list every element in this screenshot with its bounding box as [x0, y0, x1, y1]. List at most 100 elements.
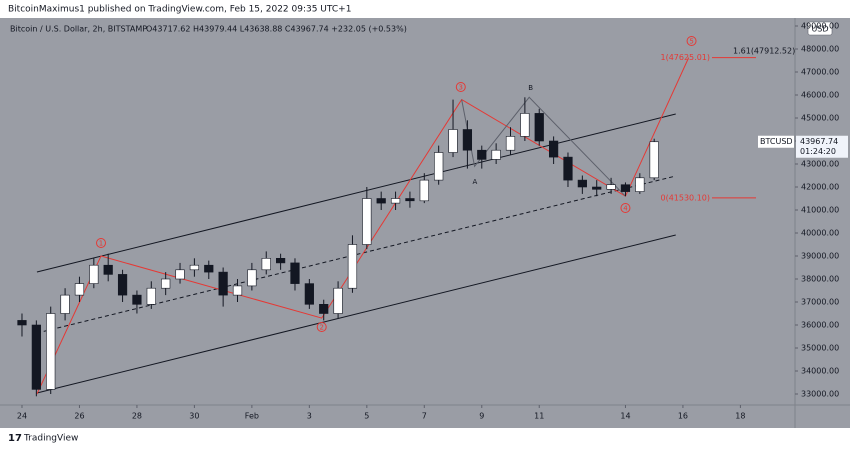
candle-body: [520, 113, 530, 137]
drawing-line: [36, 175, 676, 334]
y-tick-label: 46000.00: [801, 91, 839, 100]
candle-body: [31, 324, 41, 390]
candle-body: [189, 264, 200, 271]
candle-body: [434, 152, 444, 181]
candle-body: [419, 179, 429, 202]
candle-body: [232, 285, 243, 296]
y-tick-label: 42000.00: [801, 183, 839, 192]
candle-body: [477, 149, 487, 160]
candle-body: [60, 294, 70, 314]
x-tick-label: 30: [189, 412, 199, 421]
candle-body: [362, 198, 372, 245]
x-tick-label: 9: [479, 412, 484, 421]
x-tick-label: 11: [534, 412, 544, 421]
candle-body: [175, 269, 185, 280]
wave-label: 3: [459, 84, 463, 92]
candle-body: [620, 184, 631, 192]
wave-label: 5: [689, 38, 693, 46]
y-tick-label: 34000.00: [801, 367, 839, 376]
fib-label: 1(47625.01): [660, 53, 710, 62]
symbol-title: Bitcoin / U.S. Dollar, 2h, BITSTAMP: [10, 25, 147, 34]
candle-body: [347, 244, 358, 289]
last-price: 43967.74: [800, 137, 838, 146]
wave-circle: [620, 203, 631, 214]
ohlc-legend: O43717.62 H43979.44 L43638.88 C43967.74 …: [146, 25, 407, 34]
y-tick-label: 39000.00: [801, 252, 839, 261]
wave-circle: [455, 82, 466, 93]
y-tick-label: 36000.00: [801, 321, 839, 330]
x-tick-label: 7: [422, 412, 427, 421]
candle-body: [103, 264, 113, 275]
currency: USD: [811, 25, 828, 34]
x-tick-label: 5: [364, 412, 369, 421]
candle-body: [276, 258, 286, 264]
wave-label: 1: [99, 240, 103, 248]
y-tick-label: 35000.00: [801, 344, 839, 353]
wave-circle: [316, 322, 327, 333]
candle-body: [161, 278, 171, 289]
candle-body: [132, 294, 142, 305]
wave-label: 2: [319, 324, 323, 332]
price-badge: [796, 135, 848, 158]
candle-body: [635, 177, 645, 192]
x-tick-label: 24: [17, 412, 27, 421]
candle-body: [491, 149, 501, 160]
candle-body: [261, 258, 271, 271]
candle-body: [74, 283, 85, 296]
candle-body: [17, 320, 27, 326]
candle-body: [592, 186, 602, 190]
publisher: BitcoinMaximus1 published on TradingView…: [8, 5, 351, 15]
logo-mark: 17: [8, 433, 22, 444]
candle-body: [549, 140, 559, 158]
candle-body: [218, 271, 228, 296]
candle-body: [563, 156, 573, 181]
y-tick-label: 33000.00: [801, 390, 839, 399]
x-tick-label: 28: [132, 412, 142, 421]
symbol-badge: [758, 135, 794, 148]
y-tick-label: 40000.00: [801, 229, 839, 238]
x-tick-label: Feb: [245, 412, 259, 421]
footer-brand: TradingView: [23, 434, 78, 444]
wave-circle: [686, 36, 697, 47]
candle-body: [448, 129, 458, 153]
candle-body: [577, 179, 587, 188]
candle-body: [146, 287, 156, 305]
countdown: 01:24:20: [800, 147, 836, 156]
x-tick-label: 3: [307, 412, 312, 421]
x-tick-label: 26: [74, 412, 84, 421]
fib-label: 0(41530.10): [660, 193, 710, 202]
fib-level-label: 1.61(47912.52): [733, 47, 795, 56]
candle-body: [505, 136, 516, 151]
candle-body: [89, 264, 99, 284]
y-tick-label: 38000.00: [801, 275, 839, 284]
drawing-line: [36, 113, 676, 273]
x-tick-label: 16: [678, 412, 688, 421]
candle-body: [46, 313, 56, 390]
symbol-label: BTCUSD: [760, 137, 793, 146]
candle-body: [204, 264, 214, 273]
y-tick-label: 43000.00: [801, 160, 839, 169]
candle-body: [376, 198, 386, 204]
y-tick-label: 48000.00: [801, 45, 839, 54]
y-tick-label: 47000.00: [801, 68, 839, 77]
candle-body: [304, 283, 314, 305]
y-tick-label: 41000.00: [801, 206, 839, 215]
abc-label: A: [472, 178, 477, 186]
plot-area: [0, 18, 850, 428]
candle-body: [333, 287, 343, 314]
candle-body: [462, 129, 473, 151]
candle-body: [534, 113, 544, 142]
y-tick-label: 37000.00: [801, 298, 839, 307]
candle-body: [319, 304, 329, 314]
candle-body: [405, 198, 415, 202]
candle-body: [117, 274, 128, 296]
x-tick-label: 18: [735, 412, 745, 421]
wave-label: 4: [623, 205, 628, 213]
wave-circle: [96, 238, 107, 249]
abc-label: B: [528, 84, 533, 92]
y-tick-label: 45000.00: [801, 114, 839, 123]
candle-body: [649, 141, 659, 179]
candle-body: [390, 198, 401, 204]
candle-body: [247, 269, 257, 287]
